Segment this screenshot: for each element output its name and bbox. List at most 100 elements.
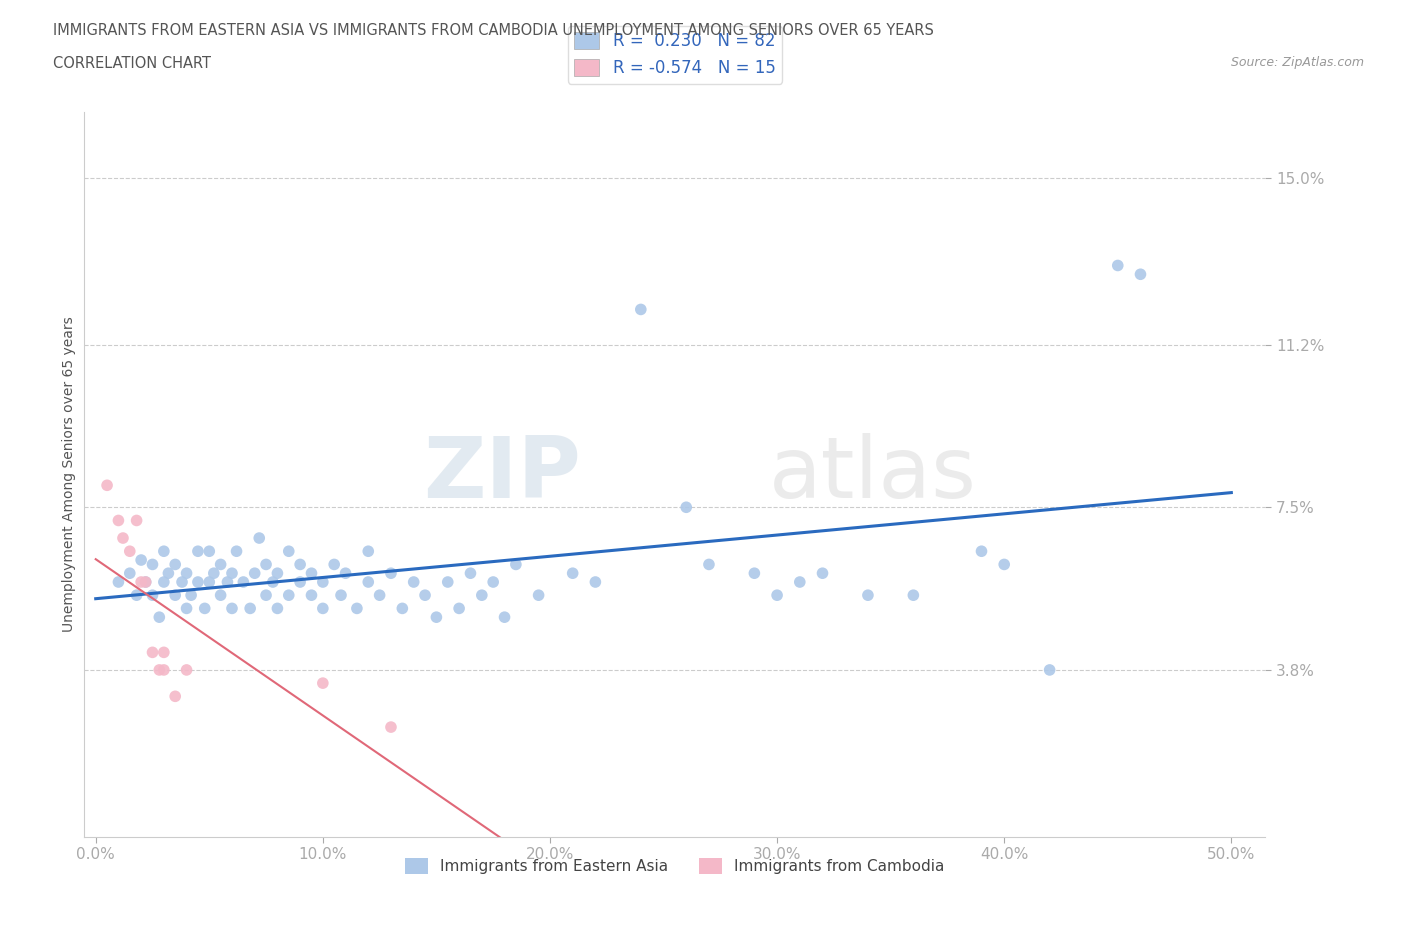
Point	[266, 565, 288, 580]
Point	[141, 644, 163, 659]
Point	[111, 531, 134, 546]
Point	[1129, 267, 1152, 282]
Point	[165, 588, 187, 603]
Legend: Immigrants from Eastern Asia, Immigrants from Cambodia: Immigrants from Eastern Asia, Immigrants…	[399, 852, 950, 880]
Point	[1107, 258, 1129, 272]
Text: CORRELATION CHART: CORRELATION CHART	[53, 56, 211, 71]
Y-axis label: Unemployment Among Seniors over 65 years: Unemployment Among Seniors over 65 years	[62, 316, 76, 632]
Text: ZIP: ZIP	[423, 432, 581, 516]
Point	[239, 601, 262, 616]
Point	[312, 676, 335, 691]
Point	[198, 544, 221, 559]
Point	[165, 689, 187, 704]
Point	[243, 565, 266, 580]
Point	[153, 644, 176, 659]
Point	[232, 575, 254, 590]
Point	[1039, 662, 1062, 677]
Point	[744, 565, 766, 580]
Point	[323, 557, 346, 572]
Point	[277, 544, 299, 559]
Point	[413, 588, 436, 603]
Point	[209, 557, 232, 572]
Point	[118, 544, 141, 559]
Point	[247, 531, 270, 546]
Point	[148, 662, 170, 677]
Point	[505, 557, 527, 572]
Point	[194, 601, 217, 616]
Point	[494, 610, 516, 625]
Point	[766, 588, 789, 603]
Point	[107, 513, 129, 528]
Point	[96, 478, 118, 493]
Point	[425, 610, 447, 625]
Point	[288, 575, 311, 590]
Point	[561, 565, 583, 580]
Point	[187, 544, 209, 559]
Point	[135, 575, 157, 590]
Point	[254, 588, 277, 603]
Point	[789, 575, 811, 590]
Point	[125, 513, 148, 528]
Point	[221, 601, 243, 616]
Point	[391, 601, 413, 616]
Point	[368, 588, 391, 603]
Point	[176, 662, 198, 677]
Point	[277, 588, 299, 603]
Point	[527, 588, 550, 603]
Point	[288, 557, 311, 572]
Point	[312, 601, 335, 616]
Point	[993, 557, 1015, 572]
Point	[141, 588, 163, 603]
Point	[225, 544, 247, 559]
Point	[135, 575, 157, 590]
Point	[335, 565, 357, 580]
Text: IMMIGRANTS FROM EASTERN ASIA VS IMMIGRANTS FROM CAMBODIA UNEMPLOYMENT AMONG SENI: IMMIGRANTS FROM EASTERN ASIA VS IMMIGRAN…	[53, 23, 935, 38]
Point	[153, 575, 176, 590]
Point	[856, 588, 879, 603]
Point	[436, 575, 458, 590]
Point	[198, 575, 221, 590]
Point	[165, 557, 187, 572]
Point	[118, 565, 141, 580]
Point	[170, 575, 193, 590]
Point	[346, 601, 368, 616]
Point	[129, 575, 152, 590]
Text: atlas: atlas	[769, 432, 977, 516]
Point	[153, 544, 176, 559]
Point	[482, 575, 505, 590]
Point	[153, 662, 176, 677]
Point	[148, 610, 170, 625]
Point	[970, 544, 993, 559]
Point	[176, 601, 198, 616]
Point	[202, 565, 225, 580]
Point	[903, 588, 925, 603]
Point	[357, 544, 380, 559]
Point	[254, 557, 277, 572]
Point	[675, 499, 697, 514]
Point	[262, 575, 284, 590]
Point	[460, 565, 482, 580]
Point	[380, 565, 402, 580]
Point	[187, 575, 209, 590]
Point	[209, 588, 232, 603]
Point	[129, 552, 152, 567]
Point	[357, 575, 380, 590]
Point	[449, 601, 471, 616]
Point	[301, 565, 323, 580]
Point	[330, 588, 353, 603]
Point	[471, 588, 494, 603]
Point	[380, 720, 402, 735]
Point	[157, 565, 180, 580]
Point	[221, 565, 243, 580]
Point	[697, 557, 720, 572]
Point	[811, 565, 834, 580]
Point	[176, 565, 198, 580]
Point	[125, 588, 148, 603]
Point	[630, 302, 652, 317]
Point	[217, 575, 239, 590]
Text: Source: ZipAtlas.com: Source: ZipAtlas.com	[1230, 56, 1364, 69]
Point	[312, 575, 335, 590]
Point	[180, 588, 202, 603]
Point	[141, 557, 163, 572]
Point	[266, 601, 288, 616]
